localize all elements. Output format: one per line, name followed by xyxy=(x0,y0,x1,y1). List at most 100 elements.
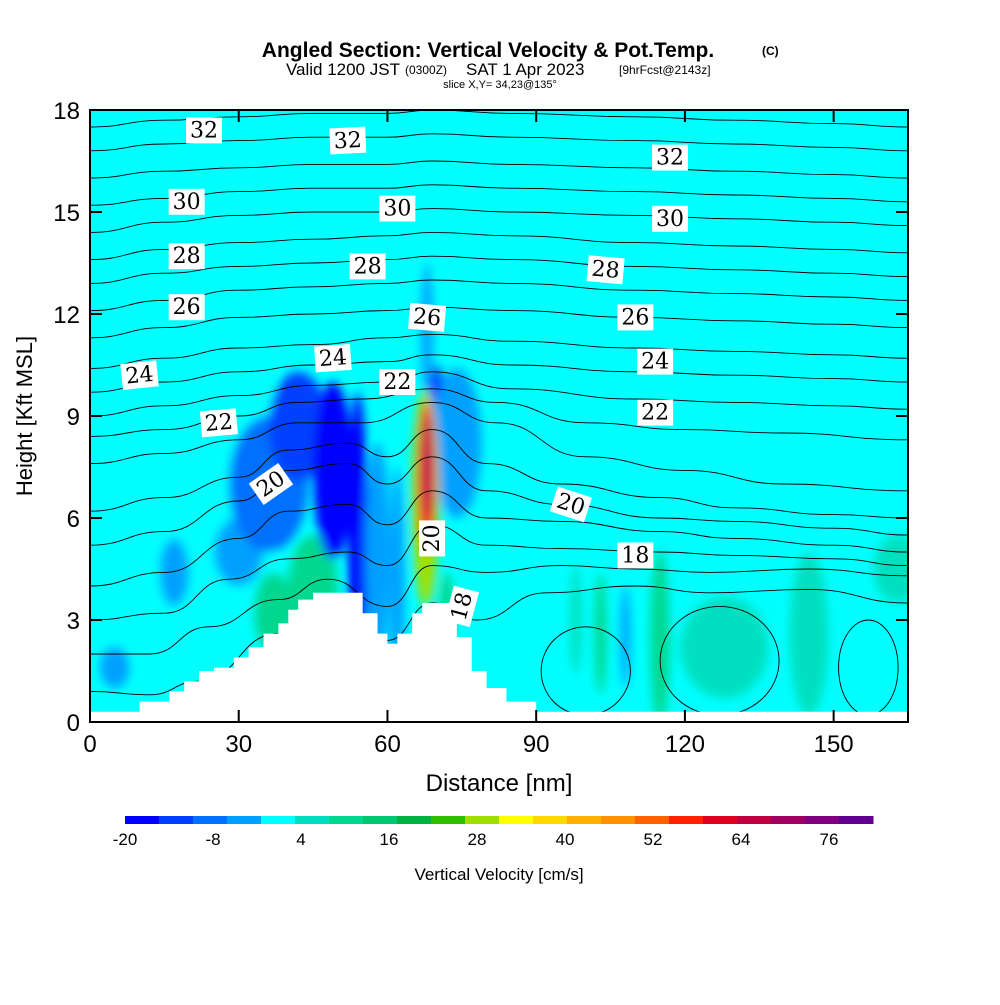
isentrope-label-text: 32 xyxy=(656,146,684,171)
colorbar-tick-label: 52 xyxy=(644,830,663,849)
isentrope-line xyxy=(90,456,908,546)
copyright-mark: (C) xyxy=(762,44,779,58)
velocity-cell xyxy=(650,548,671,722)
colorbar-swatch xyxy=(703,816,738,824)
isentrope-label-box xyxy=(329,126,367,155)
isentrope-label: 18 xyxy=(617,542,654,569)
isentrope-label-text: 30 xyxy=(173,190,201,215)
colorbar-tick-label: 16 xyxy=(380,830,399,849)
x-tick-label: 150 xyxy=(814,731,854,758)
colorbar-tick-label: 4 xyxy=(296,830,305,849)
colorbar-tick-label: 64 xyxy=(732,830,751,849)
chart-title: Angled Section: Vertical Velocity & Pot.… xyxy=(262,39,714,62)
x-tick-label: 120 xyxy=(665,731,705,758)
valid-time-zulu: (0300Z) xyxy=(405,63,447,77)
x-tick-label: 60 xyxy=(374,731,401,758)
velocity-cell xyxy=(660,195,908,365)
isentrope-label-text: 32 xyxy=(333,128,362,154)
isentrope-line xyxy=(90,255,908,284)
isentrope-label-text: 22 xyxy=(641,401,669,426)
velocity-cell xyxy=(159,538,190,607)
isentrope-label-box xyxy=(379,369,416,395)
colorbar-swatch xyxy=(805,816,840,824)
colorbar-swatch xyxy=(295,816,330,824)
isentrope-label: 18 xyxy=(444,585,480,628)
isentrope-label: 20 xyxy=(419,520,446,557)
x-tick-label: 90 xyxy=(523,731,550,758)
isentrope-label-box xyxy=(120,360,159,391)
isentrope-line xyxy=(90,371,908,417)
isentrope-label: 22 xyxy=(637,399,674,426)
velocity-cell xyxy=(268,371,328,481)
y-tick-label: 18 xyxy=(53,98,80,125)
y-axis: 0 3 6 9 12 15 18 xyxy=(53,98,908,737)
isentrope-label-box xyxy=(408,302,447,332)
velocity-cell xyxy=(99,647,130,688)
velocity-cell xyxy=(873,535,908,603)
isentrope-label-box xyxy=(444,585,480,628)
colorbar-swatch xyxy=(261,816,296,824)
colorbar-label: Vertical Velocity [cm/s] xyxy=(414,865,583,884)
isentrope-line xyxy=(90,490,908,587)
isentrope-label-box xyxy=(637,348,674,375)
isentrope-line xyxy=(90,306,908,339)
y-tick-label: 3 xyxy=(67,608,80,635)
colorbar-swatch xyxy=(567,816,602,824)
isentrope-label-text: 30 xyxy=(383,197,411,222)
isentrope-label-text: 24 xyxy=(124,362,154,390)
isentrope-line xyxy=(90,333,908,369)
isentrope-label: 20 xyxy=(549,486,593,523)
colorbar-tick-label: 28 xyxy=(468,830,487,849)
isentrope-label-text: 26 xyxy=(621,305,649,330)
isentrope-label: 24 xyxy=(120,360,159,391)
colorbar-swatch xyxy=(363,816,398,824)
y-tick-label: 15 xyxy=(53,200,80,227)
colorbar-swatch xyxy=(771,816,806,824)
slice-info: slice X,Y= 34,23@135° xyxy=(443,79,557,91)
isentrope-label: 22 xyxy=(199,408,238,438)
colorbar-tick-label: 40 xyxy=(556,830,575,849)
colorbar-tick-label: -8 xyxy=(205,830,220,849)
isentrope-label-text: 30 xyxy=(656,207,684,232)
colorbar-swatch xyxy=(465,816,500,824)
velocity-cell xyxy=(569,565,582,675)
isentrope-line xyxy=(90,429,908,519)
y-tick-label: 0 xyxy=(67,710,80,737)
x-axis: 0 30 60 90 120 150 xyxy=(83,110,854,758)
isentrope-label-box xyxy=(349,253,386,280)
forecast-info: [9hrFcst@2143z] xyxy=(619,63,711,77)
colorbar-swatch xyxy=(431,816,466,824)
isentrope-label-text: 26 xyxy=(412,304,442,331)
isentrope-label-text: 22 xyxy=(383,370,411,395)
isentrope-label-text: 28 xyxy=(354,254,382,279)
isentrope-label: 26 xyxy=(408,302,447,332)
isentrope-label-box xyxy=(314,343,352,373)
colorbar-swatch xyxy=(499,816,534,824)
velocity-cell xyxy=(594,572,607,695)
isentrope-line xyxy=(90,279,908,312)
isentrope-label: 28 xyxy=(349,253,386,280)
x-axis-label: Distance [nm] xyxy=(426,770,573,797)
isentrope-label-text: 24 xyxy=(641,350,669,375)
isentrope-label: 28 xyxy=(586,255,625,285)
isentrope-label-box xyxy=(652,144,689,171)
y-tick-label: 9 xyxy=(67,404,80,431)
colorbar-swatch xyxy=(839,816,874,824)
colorbar-swatch xyxy=(601,816,636,824)
isentrope-line xyxy=(90,208,908,233)
isentrope-label: 24 xyxy=(637,348,674,375)
isentrope-line xyxy=(90,184,908,206)
isentrope-label: 32 xyxy=(329,126,367,155)
colorbar-swatch xyxy=(669,816,704,824)
isentrope-label: 32 xyxy=(652,144,689,171)
colorbar-swatch xyxy=(193,816,228,824)
colorbar-swatch xyxy=(397,816,432,824)
velocity-cell xyxy=(423,412,432,522)
isentrope-line xyxy=(90,401,908,492)
isentrope-label: 26 xyxy=(617,304,654,331)
isentrope-line xyxy=(90,354,908,393)
isentrope-label-box xyxy=(419,520,446,557)
